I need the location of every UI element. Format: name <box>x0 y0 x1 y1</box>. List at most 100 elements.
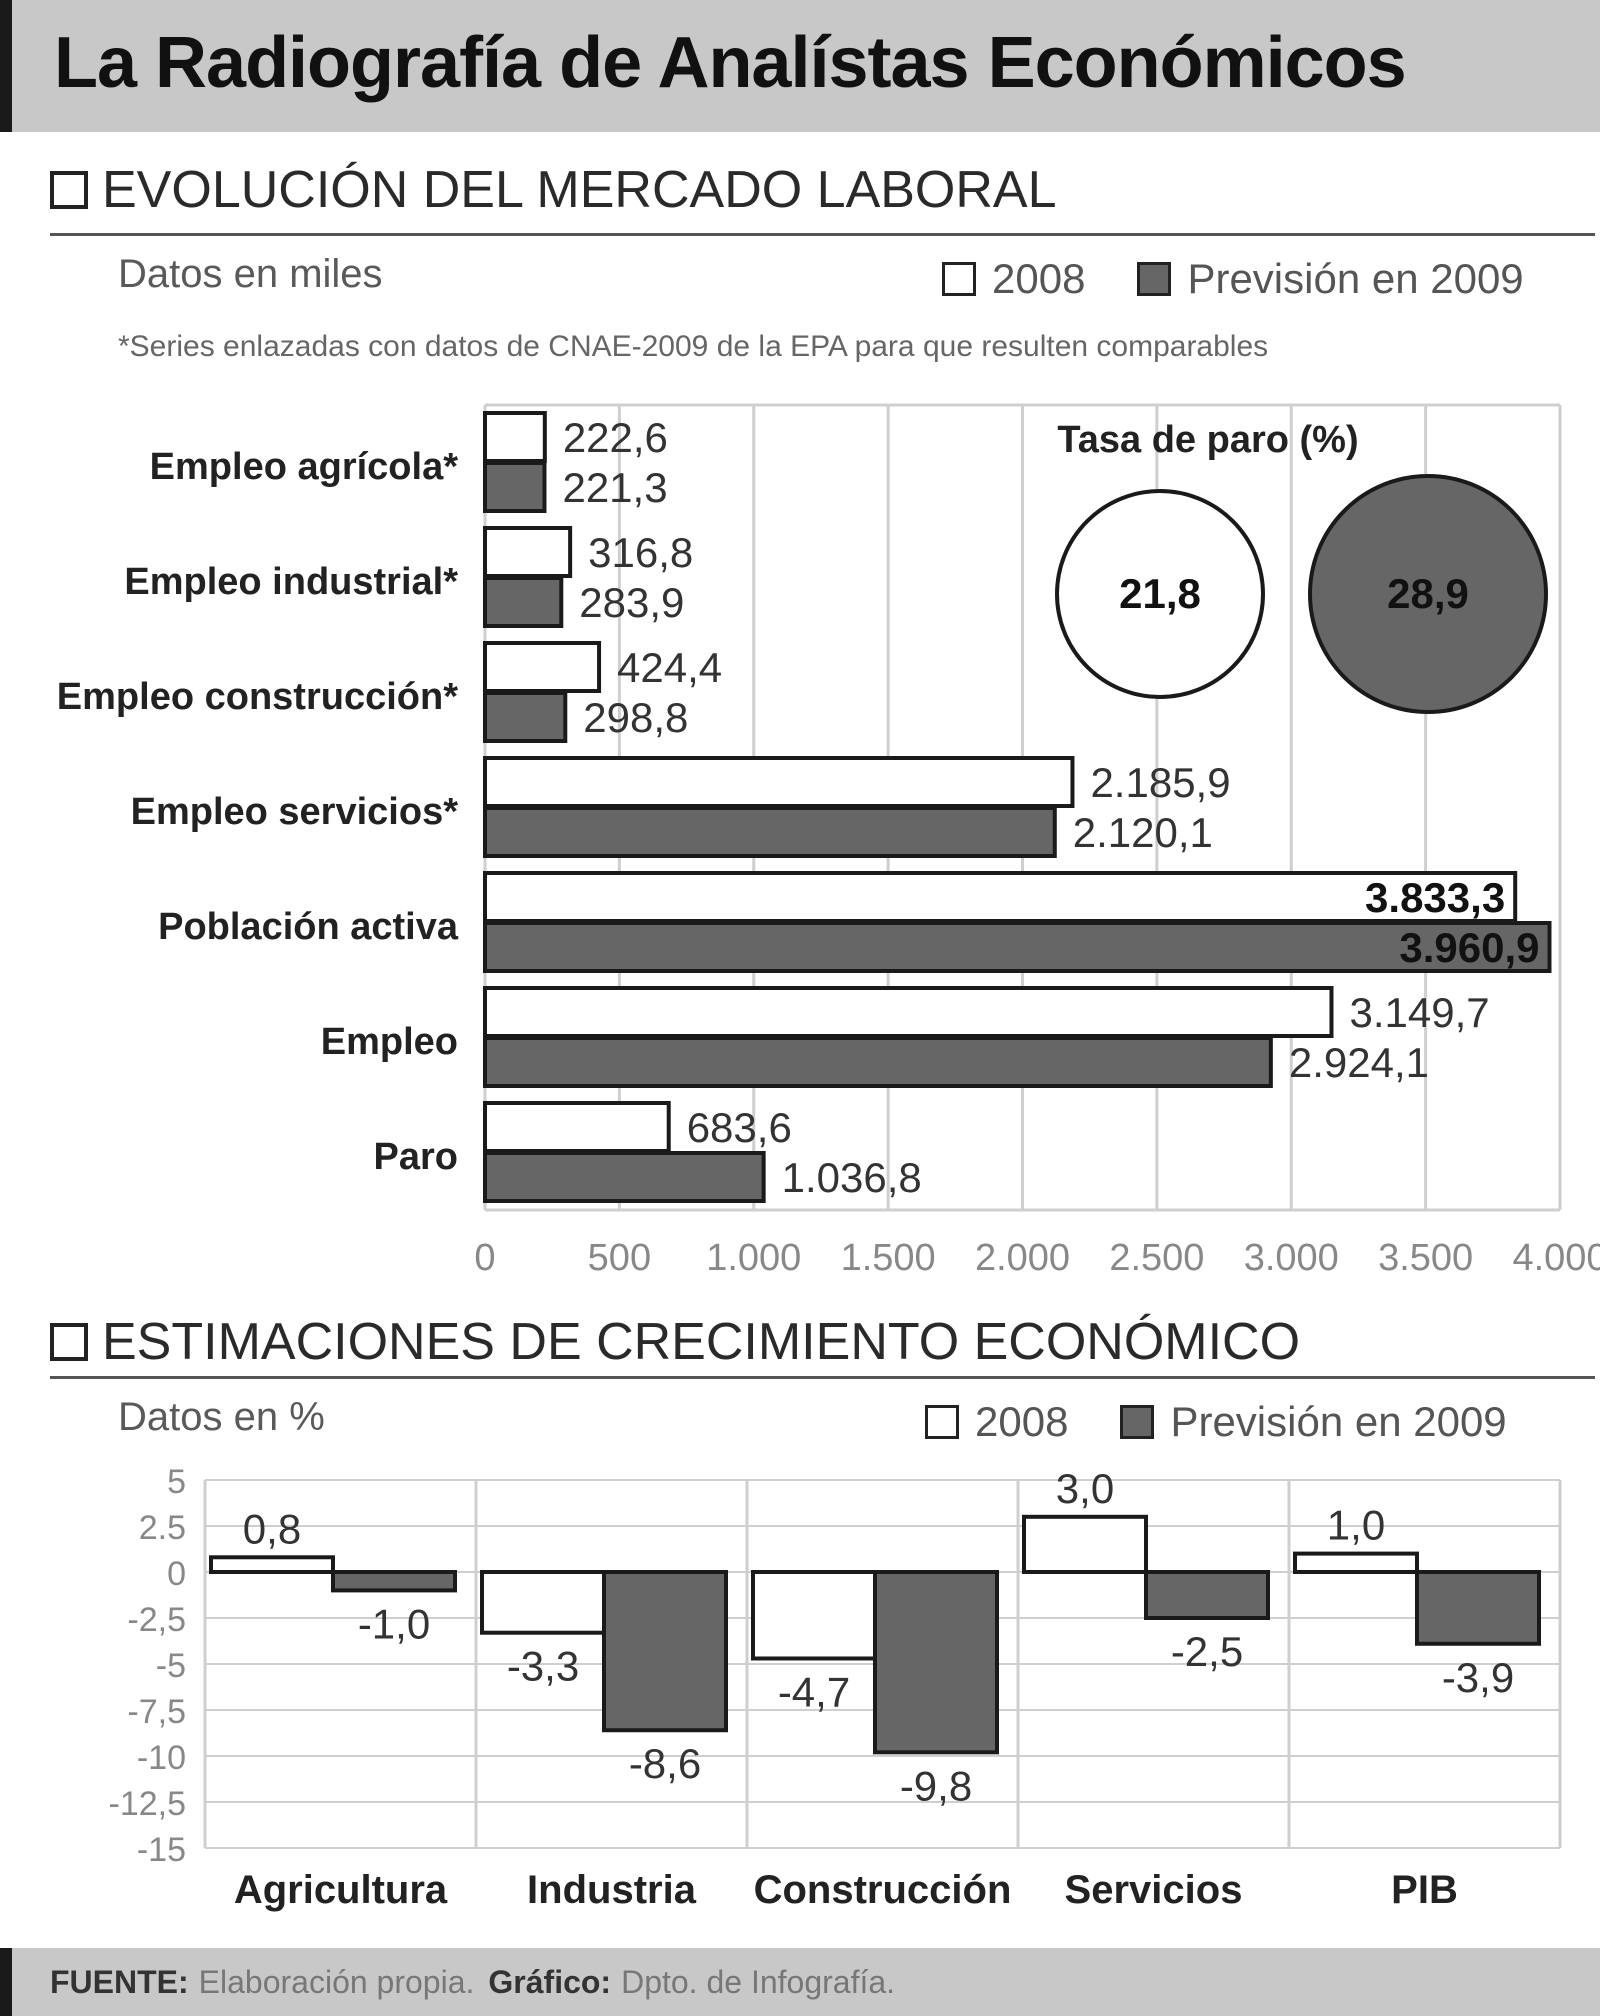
checkbox-square-icon <box>50 1323 88 1361</box>
section-heading-growth: ESTIMACIONES DE CRECIMIENTO ECONÓMICO <box>50 1312 1300 1372</box>
source-label: FUENTE: <box>50 1963 189 2000</box>
value-label-2009: 2.120,1 <box>1073 809 1213 856</box>
section-rule <box>50 233 1595 236</box>
bar-2009 <box>483 1036 1273 1088</box>
units-note: Datos en miles <box>118 252 383 296</box>
section-heading-labor-market: EVOLUCIÓN DEL MERCADO LABORAL <box>50 160 1057 220</box>
value-label-2009: 2.924,1 <box>1289 1039 1429 1086</box>
rate-title: Tasa de paro (%) <box>1057 419 1358 461</box>
value-label-2009: 1.036,8 <box>782 1154 922 1201</box>
y-tick-label: -15 <box>137 1831 186 1869</box>
value-label-2009: 3.960,9 <box>1399 924 1539 971</box>
value-label-2008: 2.185,9 <box>1090 759 1230 806</box>
category-label: Empleo <box>321 1021 458 1063</box>
section-heading-text: EVOLUCIÓN DEL MERCADO LABORAL <box>102 161 1057 219</box>
bar-2008 <box>483 756 1075 808</box>
category-label: Empleo construcción* <box>57 676 458 718</box>
page-title: La Radiografía de Analístas Económicos <box>54 23 1407 103</box>
bar-2009 <box>1144 1570 1270 1620</box>
legend-swatch-2009 <box>1137 262 1172 296</box>
legend-label-2008: 2008 <box>992 255 1086 302</box>
bar-2009 <box>873 1570 999 1755</box>
category-label: Servicios <box>1065 1868 1243 1912</box>
value-label-2008: 222,6 <box>563 414 668 461</box>
value-label-2009: 221,3 <box>562 464 667 511</box>
bar-2008 <box>483 411 547 463</box>
category-label: PIB <box>1391 1868 1458 1912</box>
bar-2008 <box>209 1555 335 1575</box>
value-label-2009: -8,6 <box>629 1740 701 1787</box>
category-label: Población activa <box>158 906 459 948</box>
charts-canvas: 0 500 1.000 1.500 2.000 2.500 3.000 3.500 4.000 E… <box>57 403 1600 1912</box>
category-label: Empleo industrial* <box>124 561 458 603</box>
value-label-2008: 3.833,3 <box>1365 874 1505 921</box>
bar-2008 <box>483 641 602 693</box>
x-tick-label: 3.000 <box>1244 1237 1339 1279</box>
value-label-2008: 3.149,7 <box>1349 989 1489 1036</box>
bar-2009 <box>483 461 547 513</box>
footnote: *Series enlazadas con datos de CNAE-2009… <box>118 330 1269 363</box>
x-tick-label: 1.500 <box>841 1237 936 1279</box>
bar-2009 <box>1415 1570 1541 1646</box>
category-label: Empleo agrícola* <box>150 446 459 488</box>
x-tick-label: 4.000 <box>1512 1237 1600 1279</box>
footer: FUENTE: Elaboración propia. Gráfico: Dpt… <box>0 1948 1600 2016</box>
category-label: Industria <box>527 1868 697 1912</box>
bar-2009 <box>483 576 564 628</box>
category-label: Agricultura <box>234 1868 448 1912</box>
legend: 2008 Previsión en 2009 <box>942 255 1524 303</box>
bar-2009 <box>602 1570 728 1733</box>
rate-value-2008: 21,8 <box>1119 570 1201 617</box>
value-label-2008: 683,6 <box>687 1104 792 1151</box>
y-tick-label: 2.5 <box>139 1509 186 1547</box>
value-label-2008: 0,8 <box>243 1505 301 1552</box>
value-label-2009: -1,0 <box>358 1600 430 1647</box>
bar-2009 <box>483 806 1057 858</box>
y-tick-label: -7,5 <box>127 1693 186 1731</box>
value-label-2008: 424,4 <box>617 644 722 691</box>
title-bar: La Radiografía de Analístas Económicos <box>0 0 1600 132</box>
value-label-2008: 316,8 <box>588 529 693 576</box>
bar-2008 <box>1022 1514 1148 1575</box>
value-label-2008: -4,7 <box>778 1668 850 1715</box>
y-tick-label: -5 <box>156 1647 186 1685</box>
section-rule <box>50 1376 1595 1379</box>
rate-circle-2008 <box>1055 489 1265 699</box>
value-label-2009: 298,8 <box>583 694 688 741</box>
bar-2008 <box>1293 1551 1419 1574</box>
legend: 2008 Previsión en 2009 <box>925 1398 1507 1446</box>
x-tick-label: 1.000 <box>706 1237 801 1279</box>
x-tick-label: 2.500 <box>1109 1237 1204 1279</box>
bar-2008 <box>483 526 573 578</box>
x-tick-label: 500 <box>588 1237 651 1279</box>
source-text: Elaboración propia. <box>198 1963 475 2000</box>
category-label: Paro <box>374 1136 458 1178</box>
legend-swatch-2008 <box>942 262 976 296</box>
legend-swatch-2008 <box>925 1405 959 1439</box>
y-tick-label: -10 <box>137 1739 186 1777</box>
value-label-2008: 3,0 <box>1056 1465 1114 1512</box>
category-label: Empleo servicios* <box>131 791 459 833</box>
bar-2008 <box>751 1570 877 1661</box>
graphic-label: Gráfico: <box>488 1963 612 2000</box>
graphic-text: Dpto. de Infografía. <box>621 1963 896 2000</box>
rate-value-2009: 28,9 <box>1387 570 1469 617</box>
legend-label-2008: 2008 <box>975 1398 1069 1445</box>
checkbox-square-icon <box>50 171 88 209</box>
x-tick-label: 2.000 <box>975 1237 1070 1279</box>
bar-2008 <box>483 1101 671 1153</box>
section-heading-text: ESTIMACIONES DE CRECIMIENTO ECONÓMICO <box>102 1313 1301 1371</box>
legend-label-2009: Previsión en 2009 <box>1187 255 1524 302</box>
bar-2008 <box>483 871 1518 923</box>
units-note: Datos en % <box>118 1395 325 1439</box>
y-tick-label: 5 <box>167 1463 186 1501</box>
category-label: Construcción <box>754 1868 1012 1912</box>
y-tick-label: -2,5 <box>127 1601 186 1639</box>
bar-2008 <box>483 986 1334 1038</box>
x-tick-label: 0 <box>474 1237 495 1279</box>
value-label-2008: 1,0 <box>1327 1502 1385 1549</box>
x-tick-label: 3.500 <box>1378 1237 1473 1279</box>
bar-2009 <box>483 691 568 743</box>
legend-swatch-2009 <box>1120 1405 1155 1439</box>
bar-2009 <box>483 1151 766 1203</box>
